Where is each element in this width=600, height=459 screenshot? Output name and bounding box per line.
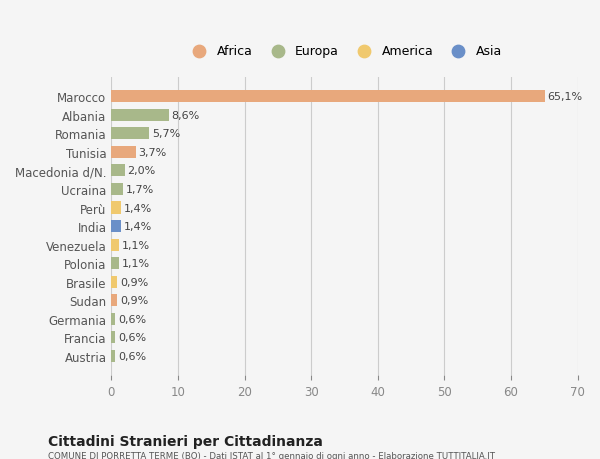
Text: 2,0%: 2,0%: [127, 166, 155, 176]
Text: COMUNE DI PORRETTA TERME (BO) - Dati ISTAT al 1° gennaio di ogni anno - Elaboraz: COMUNE DI PORRETTA TERME (BO) - Dati IST…: [48, 451, 495, 459]
Bar: [112, 165, 125, 177]
Bar: [112, 257, 119, 269]
Legend: Africa, Europa, America, Asia: Africa, Europa, America, Asia: [187, 45, 502, 58]
Text: 1,7%: 1,7%: [125, 185, 154, 195]
Text: 0,9%: 0,9%: [120, 277, 148, 287]
Text: 1,1%: 1,1%: [121, 240, 149, 250]
Bar: [112, 239, 119, 251]
Text: 5,7%: 5,7%: [152, 129, 180, 139]
Text: 0,6%: 0,6%: [118, 314, 146, 324]
Text: 0,6%: 0,6%: [118, 351, 146, 361]
Bar: [112, 350, 115, 362]
Bar: [112, 313, 115, 325]
Text: Cittadini Stranieri per Cittadinanza: Cittadini Stranieri per Cittadinanza: [48, 434, 323, 448]
Bar: [112, 276, 118, 288]
Bar: [112, 331, 115, 343]
Text: 65,1%: 65,1%: [548, 92, 583, 102]
Text: 1,1%: 1,1%: [121, 258, 149, 269]
Bar: [112, 184, 122, 196]
Text: 1,4%: 1,4%: [124, 222, 152, 231]
Bar: [112, 146, 136, 159]
Bar: [112, 202, 121, 214]
Bar: [112, 220, 121, 233]
Bar: [112, 110, 169, 122]
Text: 8,6%: 8,6%: [172, 111, 200, 121]
Text: 0,6%: 0,6%: [118, 332, 146, 342]
Bar: [112, 295, 118, 307]
Bar: [112, 91, 545, 103]
Text: 1,4%: 1,4%: [124, 203, 152, 213]
Bar: [112, 128, 149, 140]
Text: 3,7%: 3,7%: [139, 148, 167, 157]
Text: 0,9%: 0,9%: [120, 296, 148, 305]
